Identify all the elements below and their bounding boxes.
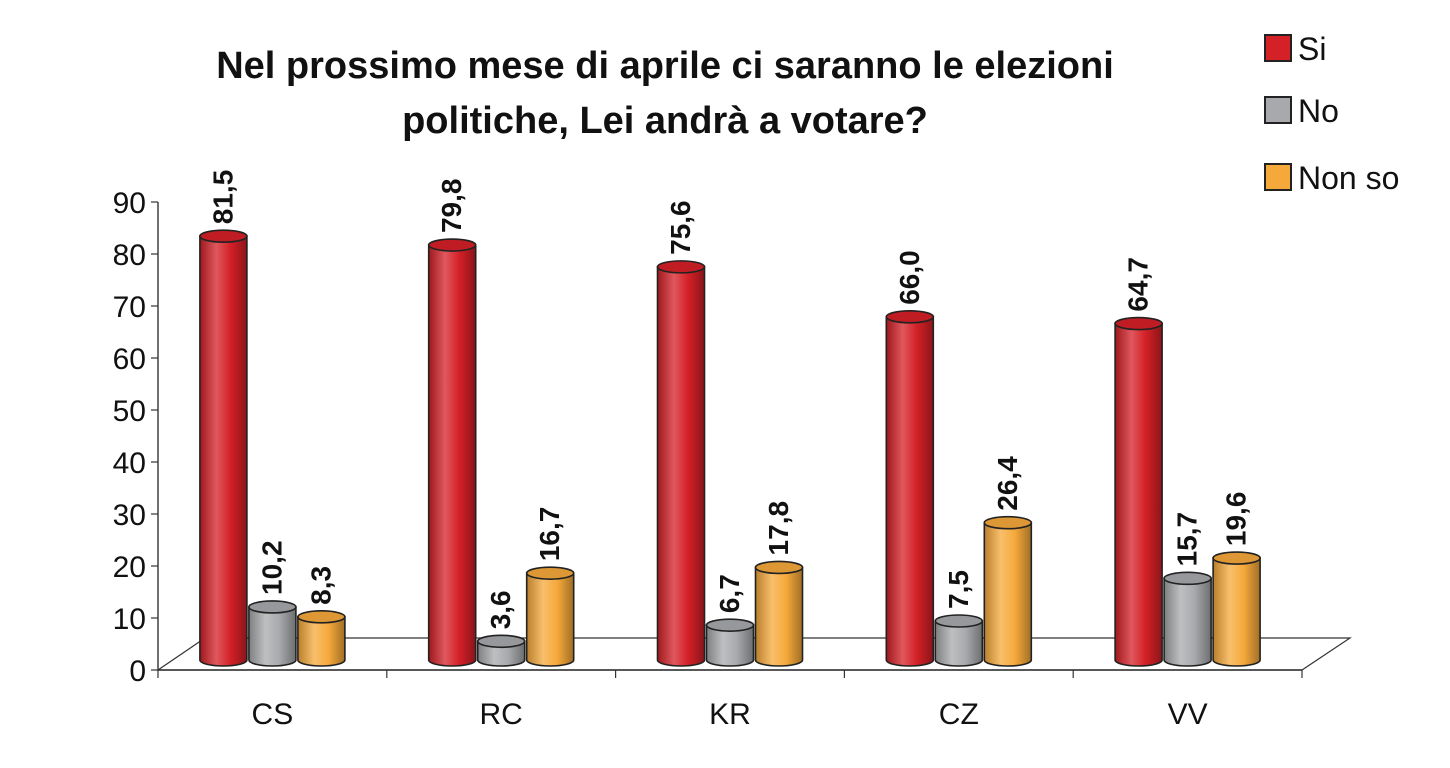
bar-body [1114, 322, 1163, 667]
bar-si-vv [1114, 316, 1163, 667]
bar-body [248, 606, 297, 667]
y-tick-label: 30 [113, 499, 146, 532]
bar-body [476, 640, 526, 667]
axes: 0 10 20 30 40 50 60 70 80 90 CS RC KR CZ VV [113, 187, 1303, 731]
bar-cap [1163, 571, 1212, 586]
chart-title-line-2: politiche, Lei andrà a votare? [402, 100, 928, 142]
legend-item-non-so: Non so [1264, 160, 1399, 196]
bar-non-so-kr [754, 560, 804, 667]
value-label: 10,2 [256, 540, 287, 595]
bar-non-so-rc [525, 566, 575, 667]
bar-no-cs [248, 600, 297, 667]
data-labels: 81,5 10,2 8,3 79,8 3,6 16,7 75,6 6,7 17,8 66,0 7,5… [207, 170, 1251, 630]
bar-body [427, 244, 477, 667]
bar-body [1212, 557, 1261, 667]
y-tick-label: 20 [113, 551, 146, 584]
value-label: 17,8 [763, 501, 794, 556]
value-label: 66,0 [894, 250, 925, 305]
value-label: 8,3 [305, 566, 336, 605]
bar-body [705, 624, 755, 667]
value-label: 75,6 [665, 200, 696, 255]
chart-title-line-1: Nel prossimo mese di aprile ci saranno l… [216, 45, 1114, 87]
bar-no-kr [705, 618, 755, 667]
value-label: 79,8 [436, 179, 467, 234]
bar-si-cz [885, 309, 935, 667]
legend-swatch [1264, 163, 1292, 191]
bar-body [656, 266, 706, 667]
bar-si-cs [199, 229, 248, 667]
value-label: 26,4 [992, 456, 1023, 511]
y-tick-label: 70 [113, 291, 146, 324]
bar-cap [983, 515, 1033, 530]
chart-title: Nel prossimo mese di aprile ci saranno l… [216, 45, 1114, 142]
bar-cap [248, 600, 297, 614]
y-tick-label: 90 [113, 187, 146, 220]
y-tick-label: 50 [113, 395, 146, 428]
bar-body [983, 521, 1033, 667]
value-label: 3,6 [485, 590, 516, 629]
value-label: 81,5 [207, 170, 238, 225]
y-tick-label: 10 [113, 603, 146, 636]
x-tick-label: VV [1168, 698, 1208, 731]
bars [199, 229, 1261, 667]
bar-cap [1212, 551, 1261, 565]
y-tick-label: 60 [113, 343, 146, 376]
legend-item-si: Si [1264, 31, 1326, 67]
x-tick-label: CS [252, 698, 294, 731]
bar-body [754, 566, 804, 667]
y-tick-label: 0 [129, 655, 146, 688]
legend-item-no: No [1264, 93, 1339, 129]
bar-cap [525, 566, 575, 580]
value-label: 16,7 [534, 507, 565, 562]
x-tick-label: CZ [939, 698, 979, 731]
y-tick-label: 80 [113, 239, 146, 272]
bar-cap [199, 229, 248, 243]
x-tick-label: KR [709, 698, 751, 731]
bar-si-kr [656, 260, 706, 667]
bar-si-rc [427, 238, 477, 667]
value-label: 19,6 [1221, 492, 1252, 547]
bar-cap [427, 238, 477, 252]
bar-cap [885, 309, 935, 324]
bar-body [297, 616, 346, 667]
legend-swatch [1264, 96, 1292, 124]
bar-no-cz [934, 614, 984, 667]
legend-label: No [1298, 93, 1339, 129]
bar-no-vv [1163, 571, 1212, 667]
value-label: 64,7 [1123, 257, 1154, 312]
bar-cap [476, 634, 526, 649]
bar-non-so-cs [297, 610, 346, 667]
bar-cap [705, 618, 755, 632]
bar-cap [297, 610, 346, 624]
bar-cap [656, 260, 706, 274]
y-tick-label: 40 [113, 447, 146, 480]
bar-no-rc [476, 634, 526, 667]
bar-cap [754, 560, 804, 575]
value-label: 7,5 [943, 570, 974, 609]
bar-non-so-vv [1212, 551, 1261, 667]
bar-cap [934, 614, 984, 628]
bar-body [1163, 577, 1212, 667]
value-label: 15,7 [1172, 512, 1203, 567]
bar-body [525, 572, 575, 667]
bar-cap [1114, 316, 1163, 331]
bar-body [934, 620, 984, 667]
value-label: 6,7 [714, 574, 745, 613]
legend-swatch [1264, 34, 1292, 62]
legend-label: Non so [1298, 160, 1399, 196]
bar-body [885, 316, 935, 667]
legend-label: Si [1298, 31, 1326, 67]
bar-non-so-cz [983, 515, 1033, 667]
legend: Si No Non so [1264, 31, 1399, 196]
x-tick-label: RC [480, 698, 523, 731]
bar-body [199, 235, 248, 667]
